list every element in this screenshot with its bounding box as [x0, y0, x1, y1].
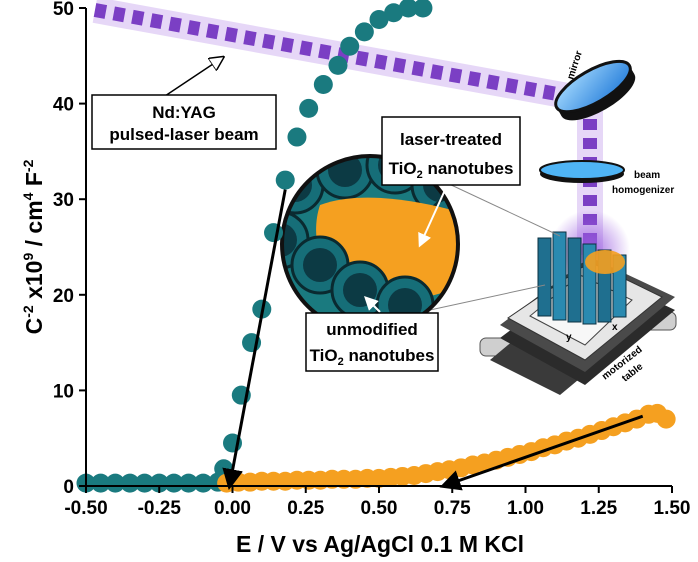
beam-homogenizer: beam homogenizer	[539, 160, 674, 196]
homogenizer-label-line2: homogenizer	[612, 185, 674, 196]
unmodified-line2: TiO2 nanotubes	[310, 346, 435, 368]
experimental-setup-illustration: mirror beam homogenizer x y motorized ta…	[91, 0, 677, 395]
data-point	[179, 473, 199, 493]
beam-label-box: Nd:YAG pulsed-laser beam	[91, 58, 277, 150]
x-tick-label: 0.00	[214, 498, 251, 519]
data-point	[369, 9, 389, 29]
x-tick-label: -0.25	[138, 498, 182, 519]
x-tick-label: -0.50	[64, 498, 107, 519]
fit-line-arrow	[439, 414, 644, 491]
x-tick-label: 0.75	[434, 498, 471, 519]
unmodified-line1: unmodified	[326, 320, 418, 339]
x-tick-label: 0.50	[361, 498, 398, 519]
x-tick-label: 0.25	[287, 498, 324, 519]
y-tick-label: 50	[53, 0, 74, 20]
data-point	[120, 473, 140, 493]
data-point	[287, 127, 307, 147]
x-tick-label: 1.00	[507, 498, 544, 519]
data-point	[398, 0, 418, 18]
data-point	[384, 3, 404, 23]
series-1	[217, 403, 676, 493]
data-point	[413, 0, 433, 18]
unmodified-label-box: unmodified TiO2 nanotubes	[305, 312, 439, 372]
data-point	[105, 473, 125, 493]
fit-line-arrow	[222, 189, 287, 491]
data-point	[164, 473, 184, 493]
laser-treated-line1: laser-treated	[400, 130, 502, 149]
x-tick-label: 1.25	[580, 498, 617, 519]
data-point	[275, 170, 295, 190]
y-tick-label: 30	[53, 190, 74, 211]
data-point	[328, 55, 348, 75]
data-point	[313, 74, 333, 94]
zoom-inset	[280, 154, 561, 334]
x-tick-label: 1.50	[654, 498, 691, 519]
data-point	[264, 223, 284, 243]
y-axis-title: C-2 x109 / cm4 F-2	[20, 159, 47, 334]
x-axis-title: E / V vs Ag/AgCl 0.1 M KCl	[236, 531, 524, 557]
data-point	[299, 98, 319, 118]
y-tick-label: 40	[53, 95, 74, 116]
y-tick-label: 0	[63, 477, 74, 498]
data-point	[656, 409, 676, 429]
data-point	[91, 473, 111, 493]
beam-label-line1: Nd:YAG	[152, 103, 216, 122]
nanotube-sample	[537, 231, 627, 325]
y-tick-label: 10	[53, 381, 74, 402]
data-point	[149, 473, 169, 493]
data-point	[340, 36, 360, 56]
laser-treated-line2: TiO2 nanotubes	[389, 159, 514, 181]
y-axis: 0 10 20 30 40 50	[53, 0, 86, 498]
data-point	[193, 473, 213, 493]
laser-treated-label-box: laser-treated TiO2 nanotubes	[381, 116, 521, 186]
data-layer	[76, 0, 676, 493]
data-point	[354, 22, 374, 42]
y-tick-label: 20	[53, 286, 74, 307]
homogenizer-label-line1: beam	[634, 170, 660, 181]
axis-x-label: x	[612, 322, 618, 333]
axis-y-label: y	[566, 332, 572, 343]
x-axis: -0.50 -0.25 0.00 0.25 0.50 0.75 1.00 1.25 1.50	[64, 486, 690, 519]
data-point	[135, 473, 155, 493]
beam-label-line2: pulsed-laser beam	[109, 125, 258, 144]
